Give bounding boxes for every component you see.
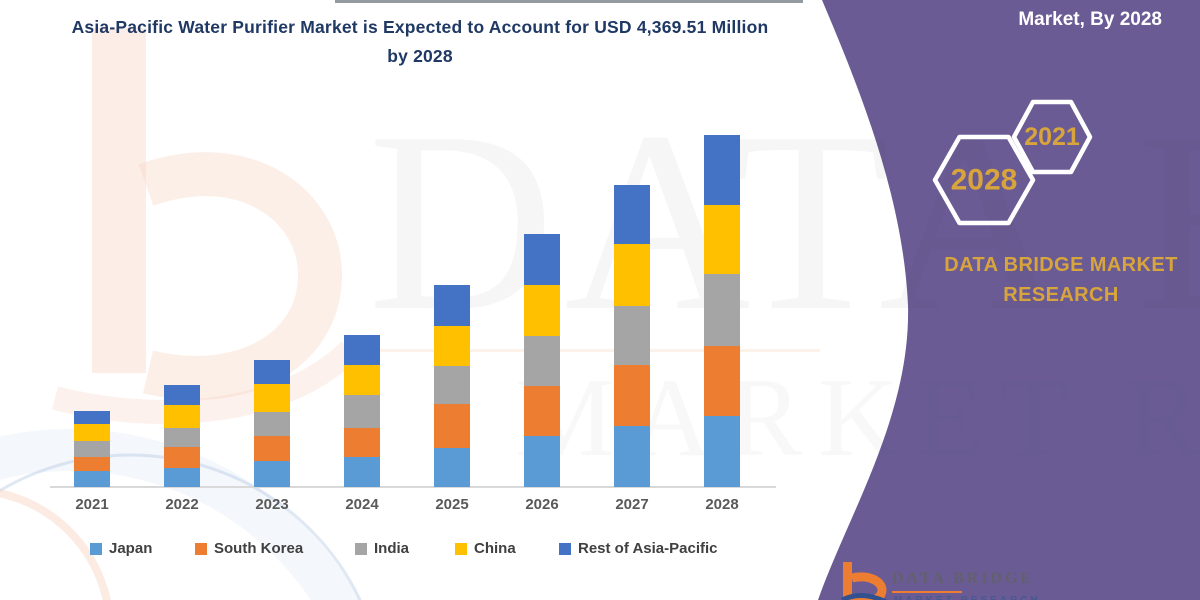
bar-2028-segment-china	[704, 205, 740, 275]
bar-2023-segment-japan	[254, 460, 290, 487]
panel-brand-line2: RESEARCH	[1003, 284, 1119, 306]
bar-2023-segment-india	[254, 411, 290, 437]
bar-2024-segment-south-korea	[344, 427, 380, 458]
bar-2023	[254, 360, 290, 487]
plot-area: 2021 2022 2023 2024 2025 2026 2027 2028	[50, 135, 776, 513]
bar-2025-segment-japan	[434, 447, 470, 487]
bar-2027	[614, 185, 650, 487]
bar-2022-segment-china	[164, 405, 200, 429]
footer-brand-text: DATA BRIDGE	[892, 570, 1035, 587]
hexagon-2028-label: 2028	[951, 164, 1018, 197]
legend-item-india: India	[355, 540, 409, 557]
bar-2027-segment-rest-of-asia-pacific	[614, 185, 650, 244]
bar-2028-segment-rest-of-asia-pacific	[704, 135, 740, 206]
legend-item-rest-of-asia-pacific: Rest of Asia-Pacific	[559, 540, 718, 557]
bar-2028-segment-south-korea	[704, 346, 740, 416]
x-axis-label-2023: 2023	[255, 496, 289, 513]
bar-2026-segment-china	[524, 285, 560, 337]
hexagon-2028-icon: 2028	[932, 134, 1036, 226]
bar-2022	[164, 385, 200, 487]
hexagon-2021-icon: 2021	[1011, 99, 1093, 175]
hexagon-2021-label: 2021	[1024, 123, 1080, 151]
bar-2025-segment-rest-of-asia-pacific	[434, 284, 470, 326]
bar-2025-segment-china	[434, 325, 470, 366]
bar-2023-segment-south-korea	[254, 436, 290, 461]
bar-2024	[344, 335, 380, 487]
legend-swatch-icon	[90, 542, 102, 555]
bar-2026-segment-south-korea	[524, 386, 560, 437]
bar-2024-segment-japan	[344, 457, 380, 487]
x-axis-label-2027: 2027	[615, 496, 649, 513]
footer-sub-text: MARKET RESEARCH	[894, 595, 1041, 600]
x-axis-label-2021: 2021	[75, 496, 109, 513]
faint-peach-line	[380, 349, 820, 352]
bar-2024-segment-india	[344, 395, 380, 428]
legend: Japan South Korea India China Rest of Asia-P…	[0, 540, 820, 566]
bar-2025	[434, 284, 470, 487]
footer-orange-rule	[892, 591, 962, 593]
bar-2024-segment-rest-of-asia-pacific	[344, 335, 380, 366]
data-bridge-logo-icon	[840, 562, 888, 600]
panel-header: Market, By 2028	[1018, 9, 1162, 30]
bar-2028	[704, 135, 740, 487]
bar-2027-segment-india	[614, 306, 650, 366]
bar-2022-segment-south-korea	[164, 447, 200, 468]
bar-2021-segment-south-korea	[74, 456, 110, 472]
x-axis-label-2028: 2028	[705, 496, 739, 513]
bar-2026	[524, 234, 560, 487]
bar-2024-segment-china	[344, 365, 380, 396]
bar-2026-segment-japan	[524, 436, 560, 487]
hexagons-graphic: 2021 2028	[932, 99, 1093, 226]
bar-2022-segment-japan	[164, 468, 200, 487]
legend-label: Rest of Asia-Pacific	[578, 540, 718, 557]
bar-2023-segment-china	[254, 384, 290, 412]
bar-2027-segment-japan	[614, 426, 650, 487]
bar-2022-segment-rest-of-asia-pacific	[164, 385, 200, 406]
bar-2023-segment-rest-of-asia-pacific	[254, 360, 290, 385]
bar-2021-segment-china	[74, 423, 110, 442]
panel-brand-text: DATA BRIDGE MARKET RESEARCH	[930, 250, 1192, 310]
x-axis-label-2022: 2022	[165, 496, 199, 513]
x-axis-label-2026: 2026	[525, 496, 559, 513]
bar-2025-segment-india	[434, 365, 470, 405]
legend-label: South Korea	[214, 540, 304, 557]
x-axis-label-2025: 2025	[435, 496, 469, 513]
bar-2022-segment-india	[164, 428, 200, 448]
legend-item-china: China	[455, 540, 516, 557]
bar-2028-segment-japan	[704, 415, 740, 487]
bar-2021-segment-japan	[74, 471, 110, 487]
chart-title: Asia-Pacific Water Purifier Market is Ex…	[71, 17, 769, 66]
bar-2027-segment-south-korea	[614, 365, 650, 427]
legend-swatch-icon	[455, 542, 467, 555]
bar-2021-segment-rest-of-asia-pacific	[74, 411, 110, 424]
bar-2028-segment-india	[704, 274, 740, 347]
legend-item-japan: Japan	[90, 540, 152, 557]
bar-2027-segment-china	[614, 243, 650, 307]
bar-2021	[74, 411, 110, 487]
bar-2021-segment-india	[74, 441, 110, 457]
bar-2026-segment-india	[524, 336, 560, 387]
legend-item-south-korea: South Korea	[195, 540, 303, 557]
top-edge-strip	[335, 0, 803, 3]
x-axis-line	[50, 486, 776, 488]
bar-2026-segment-rest-of-asia-pacific	[524, 234, 560, 286]
bar-2025-segment-south-korea	[434, 404, 470, 448]
legend-swatch-icon	[559, 542, 571, 555]
x-axis-label-2024: 2024	[345, 496, 379, 513]
legend-swatch-icon	[355, 542, 367, 555]
legend-label: Japan	[109, 540, 153, 557]
legend-label: India	[374, 540, 410, 557]
footer-logo: DATA BRIDGE MARKET RESEARCH	[838, 552, 1168, 600]
legend-swatch-icon	[195, 542, 207, 555]
panel-brand-line1: DATA BRIDGE MARKET	[944, 254, 1178, 276]
legend-label: China	[474, 540, 516, 557]
